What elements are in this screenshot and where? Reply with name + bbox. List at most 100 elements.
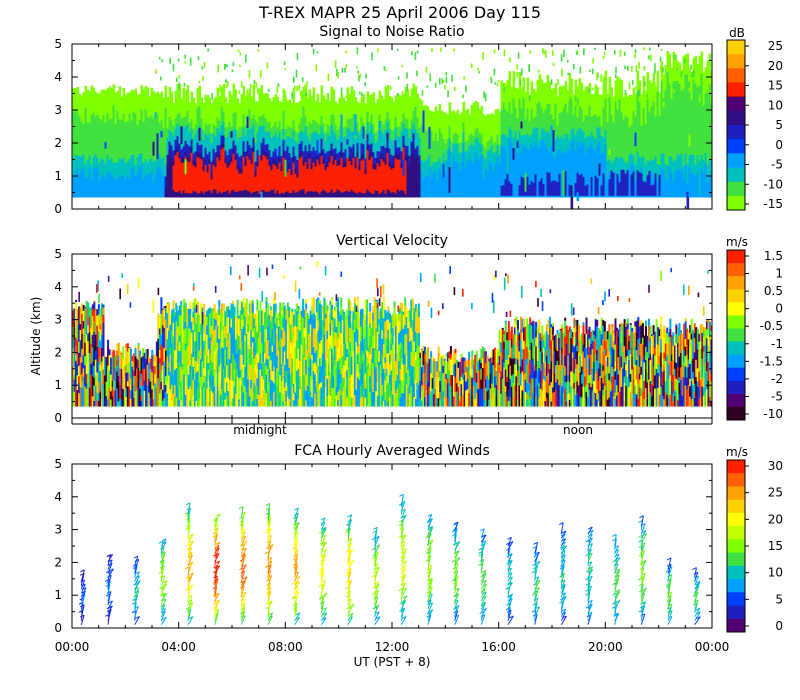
velocity-cell <box>117 381 120 402</box>
velocity-cell <box>180 400 183 407</box>
velocity-cell <box>370 313 373 329</box>
velocity-cell <box>436 361 439 372</box>
velocity-cell <box>654 331 657 348</box>
velocity-cell <box>392 363 395 376</box>
velocity-cell <box>498 373 501 391</box>
velocity-cell <box>276 328 279 334</box>
velocity-cell <box>605 331 608 341</box>
velocity-cell <box>218 315 221 326</box>
velocity-cell <box>667 379 670 388</box>
velocity-cell <box>198 350 201 367</box>
velocity-cell <box>347 301 350 316</box>
snr-cell <box>239 64 241 68</box>
velocity-cell <box>559 359 562 370</box>
velocity-cell <box>210 390 213 407</box>
velocity-cell <box>203 333 206 341</box>
snr-cell <box>378 120 382 141</box>
velocity-cell <box>443 372 446 382</box>
velocity-cell <box>324 311 327 319</box>
snr-cell <box>591 87 594 91</box>
velocity-cell <box>168 367 171 376</box>
velocity-cell <box>510 326 513 340</box>
velocity-cell <box>648 342 651 350</box>
velocity-cell <box>178 305 181 316</box>
velocity-cell <box>111 357 114 373</box>
velocity-cell <box>584 386 587 399</box>
velocity-cell <box>257 381 260 395</box>
snr-cell <box>492 171 496 198</box>
velocity-cell <box>588 382 591 390</box>
velocity-cell <box>515 392 518 407</box>
velocity-cell <box>93 400 96 407</box>
snr-cell <box>676 169 680 198</box>
velocity-cell <box>210 317 213 326</box>
velocity-cell <box>628 340 631 350</box>
velocity-cell <box>337 298 340 320</box>
velocity-cell <box>567 380 570 386</box>
snr-cell <box>400 167 404 190</box>
velocity-cell <box>183 298 186 303</box>
velocity-cell <box>164 350 167 361</box>
velocity-cell <box>212 376 215 393</box>
snr-cell <box>623 51 626 56</box>
velocity-cell <box>321 306 324 314</box>
velocity-cell <box>692 384 695 400</box>
velocity-cell <box>355 371 358 390</box>
velocity-cell <box>597 393 600 402</box>
snr-cell <box>84 177 88 198</box>
velocity-cell <box>550 324 553 328</box>
snr-cell <box>652 94 656 198</box>
velocity-cell <box>367 387 370 407</box>
velocity-cell <box>321 313 324 321</box>
velocity-cell <box>689 378 692 387</box>
velocity-cell <box>131 361 134 367</box>
snr-cell <box>446 161 450 198</box>
snr-cell <box>358 135 362 157</box>
velocity-cell <box>480 388 483 407</box>
velocity-cell <box>129 366 132 379</box>
snr-cell <box>624 65 626 69</box>
snr-cell <box>652 184 656 196</box>
velocity-cell <box>516 329 519 336</box>
snr-cell <box>606 178 610 198</box>
velocity-cell <box>619 385 622 392</box>
snr-cell <box>386 152 390 190</box>
velocity-cell <box>544 376 547 382</box>
velocity-cell <box>288 348 291 368</box>
velocity-cell <box>260 310 263 325</box>
velocity-cell <box>449 346 452 354</box>
snr-cell <box>232 62 235 67</box>
snr-cell <box>636 91 640 198</box>
velocity-cell <box>696 386 699 407</box>
velocity-cell <box>87 373 90 391</box>
snr-cell <box>114 123 118 198</box>
velocity-cell <box>379 323 382 345</box>
velocity-cell <box>189 386 192 401</box>
velocity-cell <box>324 360 327 376</box>
velocity-cell <box>350 322 353 339</box>
velocity-cell <box>376 323 379 332</box>
velocity-cell <box>314 315 317 329</box>
velocity-cell <box>596 360 599 371</box>
velocity-cell <box>407 336 410 351</box>
velocity-cell <box>259 390 262 400</box>
velocity-cell <box>157 313 160 319</box>
velocity-cell <box>76 309 79 325</box>
velocity-cell <box>518 340 521 352</box>
velocity-cell <box>501 329 504 347</box>
velocity-cell <box>533 325 536 347</box>
velocity-cell <box>256 331 259 353</box>
velocity-cell <box>360 309 363 311</box>
velocity-cell <box>356 308 359 330</box>
snr-cell <box>604 144 608 198</box>
velocity-cell <box>370 387 373 407</box>
snr-cell <box>676 68 678 71</box>
velocity-cell <box>707 396 710 407</box>
snr-cell <box>496 83 499 87</box>
velocity-cell <box>638 326 641 338</box>
velocity-cell <box>172 352 175 360</box>
velocity-cell <box>139 388 142 407</box>
snr-cell <box>337 72 339 79</box>
velocity-cell <box>680 367 683 380</box>
snr-cell <box>182 162 186 191</box>
